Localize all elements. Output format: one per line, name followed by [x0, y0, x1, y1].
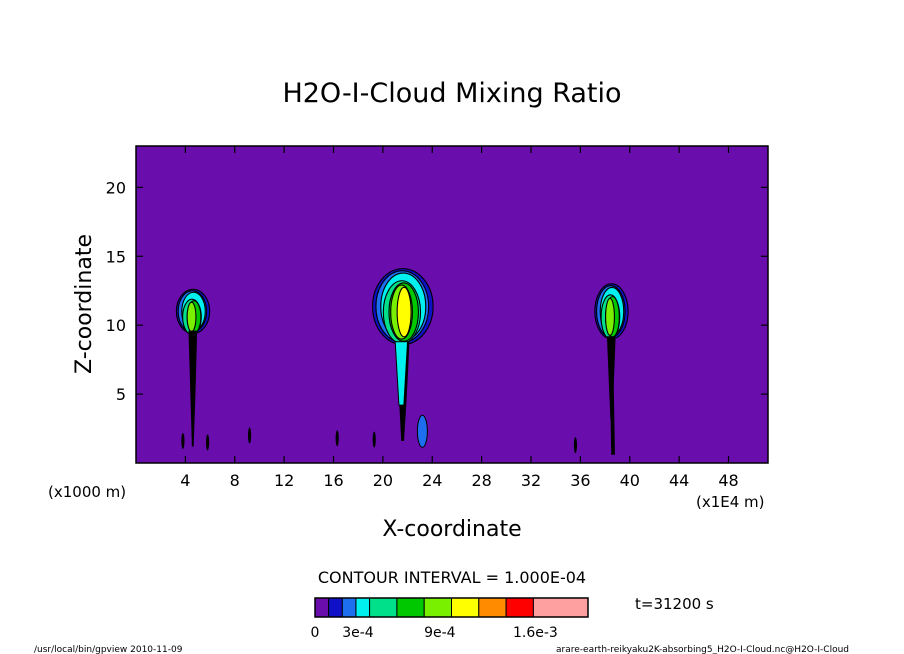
colorbar-tick-label: 9e-4	[424, 625, 456, 641]
surface-speck	[205, 434, 210, 451]
cloud-stem	[606, 336, 616, 419]
y-tick-label: 15	[106, 247, 126, 266]
colorbar-swatch	[451, 597, 480, 618]
colorbar-tick-label: 1.6e-3	[513, 625, 558, 641]
x-tick-label: 16	[323, 471, 343, 490]
contour-interval-label: CONTOUR INTERVAL = 1.000E-04	[318, 568, 586, 587]
x-tick-label: 24	[422, 471, 442, 490]
colorbar-swatch	[328, 597, 343, 618]
colorbar-frame	[314, 597, 589, 618]
cloud-1	[175, 288, 211, 447]
x-tick-label: 40	[620, 471, 640, 490]
plot-background	[136, 146, 768, 463]
cloud-column	[394, 341, 409, 406]
time-label: t=31200 s	[635, 595, 714, 613]
surface-speck	[247, 427, 252, 444]
cloud-stem	[188, 330, 198, 447]
y-tick-label: 20	[106, 178, 126, 197]
x-tick-label: 36	[570, 471, 590, 490]
cloud-2	[372, 268, 434, 448]
colorbar-swatch	[532, 597, 589, 618]
y-tick-label: 10	[106, 316, 126, 335]
colorbar-swatch	[369, 597, 398, 618]
x-tick-label: 44	[669, 471, 689, 490]
x-tick-label: 12	[274, 471, 294, 490]
x-axis-label: X-coordinate	[382, 517, 521, 542]
x-tick-label: 20	[373, 471, 393, 490]
x-units-right: (x1E4 m)	[696, 493, 765, 511]
colorbar-tick-label: 0	[311, 625, 320, 641]
colorbar	[314, 597, 589, 618]
cloud-stem	[610, 381, 615, 455]
colorbar-swatch	[505, 597, 534, 618]
cloud-cell	[416, 414, 428, 448]
plot-area	[135, 145, 769, 464]
footer-right: arare-earth-reikyaku2K-absorbing5_H2O-I-…	[556, 645, 849, 654]
colorbar-swatch	[314, 597, 330, 618]
x-units-left: (x1000 m)	[48, 483, 126, 501]
y-axis-ticks: 5 10 15 20	[106, 178, 768, 404]
x-tick-label: 8	[230, 471, 240, 490]
surface-speck	[573, 437, 578, 454]
colorbar-swatch	[355, 597, 371, 618]
x-tick-label: 32	[521, 471, 541, 490]
x-axis-ticks: 4 8 12 16 20 24 28 32 36 40 44 48	[180, 146, 739, 490]
y-axis-label: Z-coordinate	[72, 234, 97, 374]
x-tick-label: 4	[180, 471, 190, 490]
cloud-contours	[175, 268, 629, 455]
colorbar-labels: 0 3e-4 9e-4 1.6e-3	[311, 625, 558, 641]
colorbar-swatch	[341, 597, 357, 618]
cloud-3	[594, 283, 629, 455]
chart-title: H2O-I-Cloud Mixing Ratio	[282, 78, 621, 109]
x-tick-label: 48	[718, 471, 738, 490]
footer-left: /usr/local/bin/gpview 2010-11-09	[34, 645, 183, 654]
cloud-contour	[186, 301, 197, 333]
x-tick-label: 28	[471, 471, 491, 490]
cloud-contour	[605, 297, 615, 336]
surface-speck	[181, 432, 185, 449]
y-tick-label: 5	[116, 385, 126, 404]
surface-speck	[372, 431, 376, 448]
cloud-contour	[396, 286, 412, 338]
colorbar-swatch	[396, 597, 425, 618]
surface-speck	[335, 430, 339, 447]
plot-frame	[135, 145, 769, 464]
colorbar-tick-label: 3e-4	[342, 625, 374, 641]
colorbar-swatch	[423, 597, 453, 618]
colorbar-swatch	[478, 597, 507, 618]
